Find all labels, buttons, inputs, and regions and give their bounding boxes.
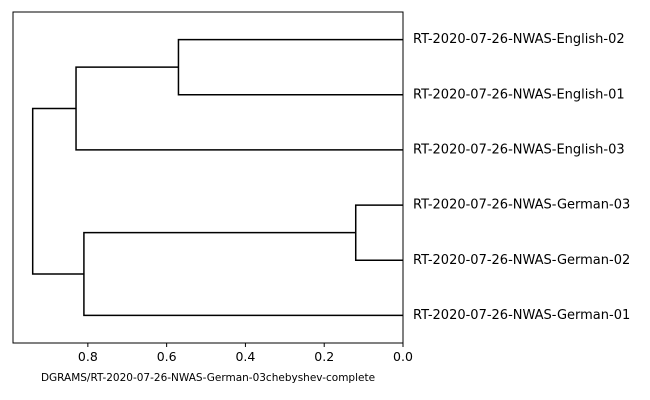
leaf-label: RT-2020-07-26-NWAS-English-01 (413, 87, 625, 102)
leaf-label: RT-2020-07-26-NWAS-English-02 (413, 32, 625, 47)
x-tick-label: 0.0 (393, 349, 413, 364)
x-axis-label: DGRAMS/RT-2020-07-26-NWAS-German-03cheby… (41, 372, 375, 384)
x-tick-label: 0.8 (78, 349, 98, 364)
dendrogram-link-m4 (83, 231, 403, 317)
leaf-label: RT-2020-07-26-NWAS-German-03 (413, 198, 630, 213)
dendrogram-links (31, 38, 403, 317)
dendrogram-link-m2 (75, 66, 403, 151)
dendrogram-link-m1 (177, 38, 403, 96)
dendrogram-link-m3 (354, 204, 403, 261)
leaf-labels: RT-2020-07-26-NWAS-English-02 RT-2020-07-… (413, 32, 630, 323)
x-axis-ticks: 0.8 0.6 0.4 0.2 0.0 (78, 343, 413, 364)
x-tick-label: 0.4 (235, 349, 255, 364)
x-tick-label: 0.2 (314, 349, 334, 364)
leaf-label: RT-2020-07-26-NWAS-German-01 (413, 308, 630, 323)
leaf-label: RT-2020-07-26-NWAS-English-03 (413, 142, 625, 157)
x-tick-label: 0.6 (157, 349, 177, 364)
dendrogram-link-m5 (31, 107, 84, 275)
plot-frame (12, 11, 404, 344)
leaf-label: RT-2020-07-26-NWAS-German-02 (413, 253, 630, 268)
